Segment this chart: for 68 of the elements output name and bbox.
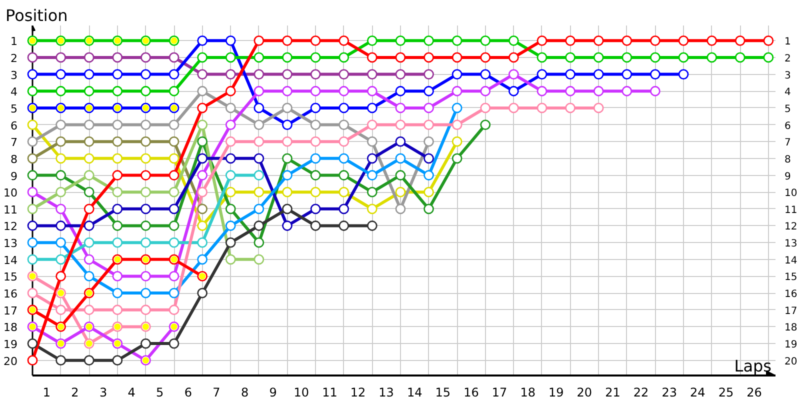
y2-tick-label: 20 (784, 356, 798, 368)
y2-tick-label: 2 (784, 53, 791, 64)
x-tick-label: 15 (435, 386, 451, 400)
y-axis-title: Position (6, 6, 68, 25)
x-tick-label: 24 (690, 386, 706, 400)
y2-tick-label: 19 (784, 340, 798, 351)
x-tick-label: 22 (633, 386, 649, 400)
y-tick-label: 8 (10, 152, 18, 166)
y-tick-label: 19 (4, 338, 18, 352)
x-tick-label: 8 (240, 386, 249, 400)
y-tick-label: 2 (10, 52, 18, 65)
x-tick-label: 17 (492, 386, 508, 400)
x-tick-label: 3 (99, 386, 108, 400)
x-tick-label: 2 (71, 386, 79, 400)
y2-tick-label: 13 (784, 238, 798, 250)
y-tick-label: 12 (4, 220, 18, 234)
y2-tick-label: 18 (784, 322, 798, 334)
y2-tick-label: 16 (784, 289, 798, 300)
y-tick-label: 4 (10, 86, 18, 99)
y-tick-label: 15 (4, 270, 18, 284)
y2-tick-label: 4 (784, 87, 791, 98)
y-tick-label: 16 (4, 288, 18, 301)
x-tick-label: 26 (746, 386, 762, 400)
y2-tick-label: 7 (784, 138, 791, 149)
y2-tick-label: 6 (784, 120, 791, 132)
x-tick-label: 18 (520, 386, 536, 400)
y-tick-label: 6 (10, 119, 18, 132)
x-tick-label: 19 (548, 386, 564, 400)
y2-tick-label: 8 (784, 154, 791, 166)
x-tick-label: 10 (294, 386, 310, 400)
y2-tick-label: 3 (784, 70, 791, 82)
x-tick-label: 4 (128, 386, 136, 400)
y2-tick-label: 9 (784, 171, 791, 182)
x-tick-label: 5 (156, 386, 164, 400)
y-tick-label: 3 (10, 68, 18, 82)
y2-tick-label: 14 (784, 255, 798, 266)
x-tick-label: 14 (406, 386, 422, 400)
x-tick-label: 7 (212, 386, 220, 400)
y2-tick-label: 17 (784, 306, 798, 317)
x-tick-label: 9 (269, 386, 277, 400)
x-tick-label: 16 (464, 386, 479, 400)
x-tick-label: 12 (350, 386, 366, 400)
y2-tick-label: 5 (784, 104, 791, 115)
y-tick-label: 7 (10, 136, 18, 150)
y-tick-label: 20 (4, 354, 18, 368)
y-tick-label: 9 (10, 170, 18, 183)
x-axis-title: Laps (734, 356, 772, 376)
x-tick-label: 23 (662, 386, 678, 400)
y-tick-label: 10 (4, 186, 18, 200)
y2-tick-label: 12 (784, 222, 798, 233)
y-tick-label: 18 (4, 321, 18, 334)
x-tick-label: 1 (42, 386, 50, 400)
y2-tick-label: 11 (784, 204, 798, 216)
y-tick-label: 17 (4, 304, 18, 318)
y-tick-label: 5 (10, 102, 18, 116)
x-tick-label: 13 (378, 386, 394, 400)
y-tick-label: 13 (4, 237, 18, 250)
y2-tick-label: 15 (784, 272, 798, 284)
x-tick-label: 11 (322, 386, 338, 400)
y-tick-label: 14 (4, 254, 18, 267)
y2-tick-label: 1 (784, 36, 791, 48)
y2-tick-label: 10 (784, 188, 798, 200)
x-tick-label: 25 (718, 386, 734, 400)
x-tick-label: 21 (605, 386, 620, 400)
x-tick-label: 6 (184, 386, 192, 400)
y-tick-label: 11 (4, 203, 18, 216)
x-tick-label: 20 (576, 386, 592, 400)
y-tick-label: 1 (10, 35, 18, 48)
